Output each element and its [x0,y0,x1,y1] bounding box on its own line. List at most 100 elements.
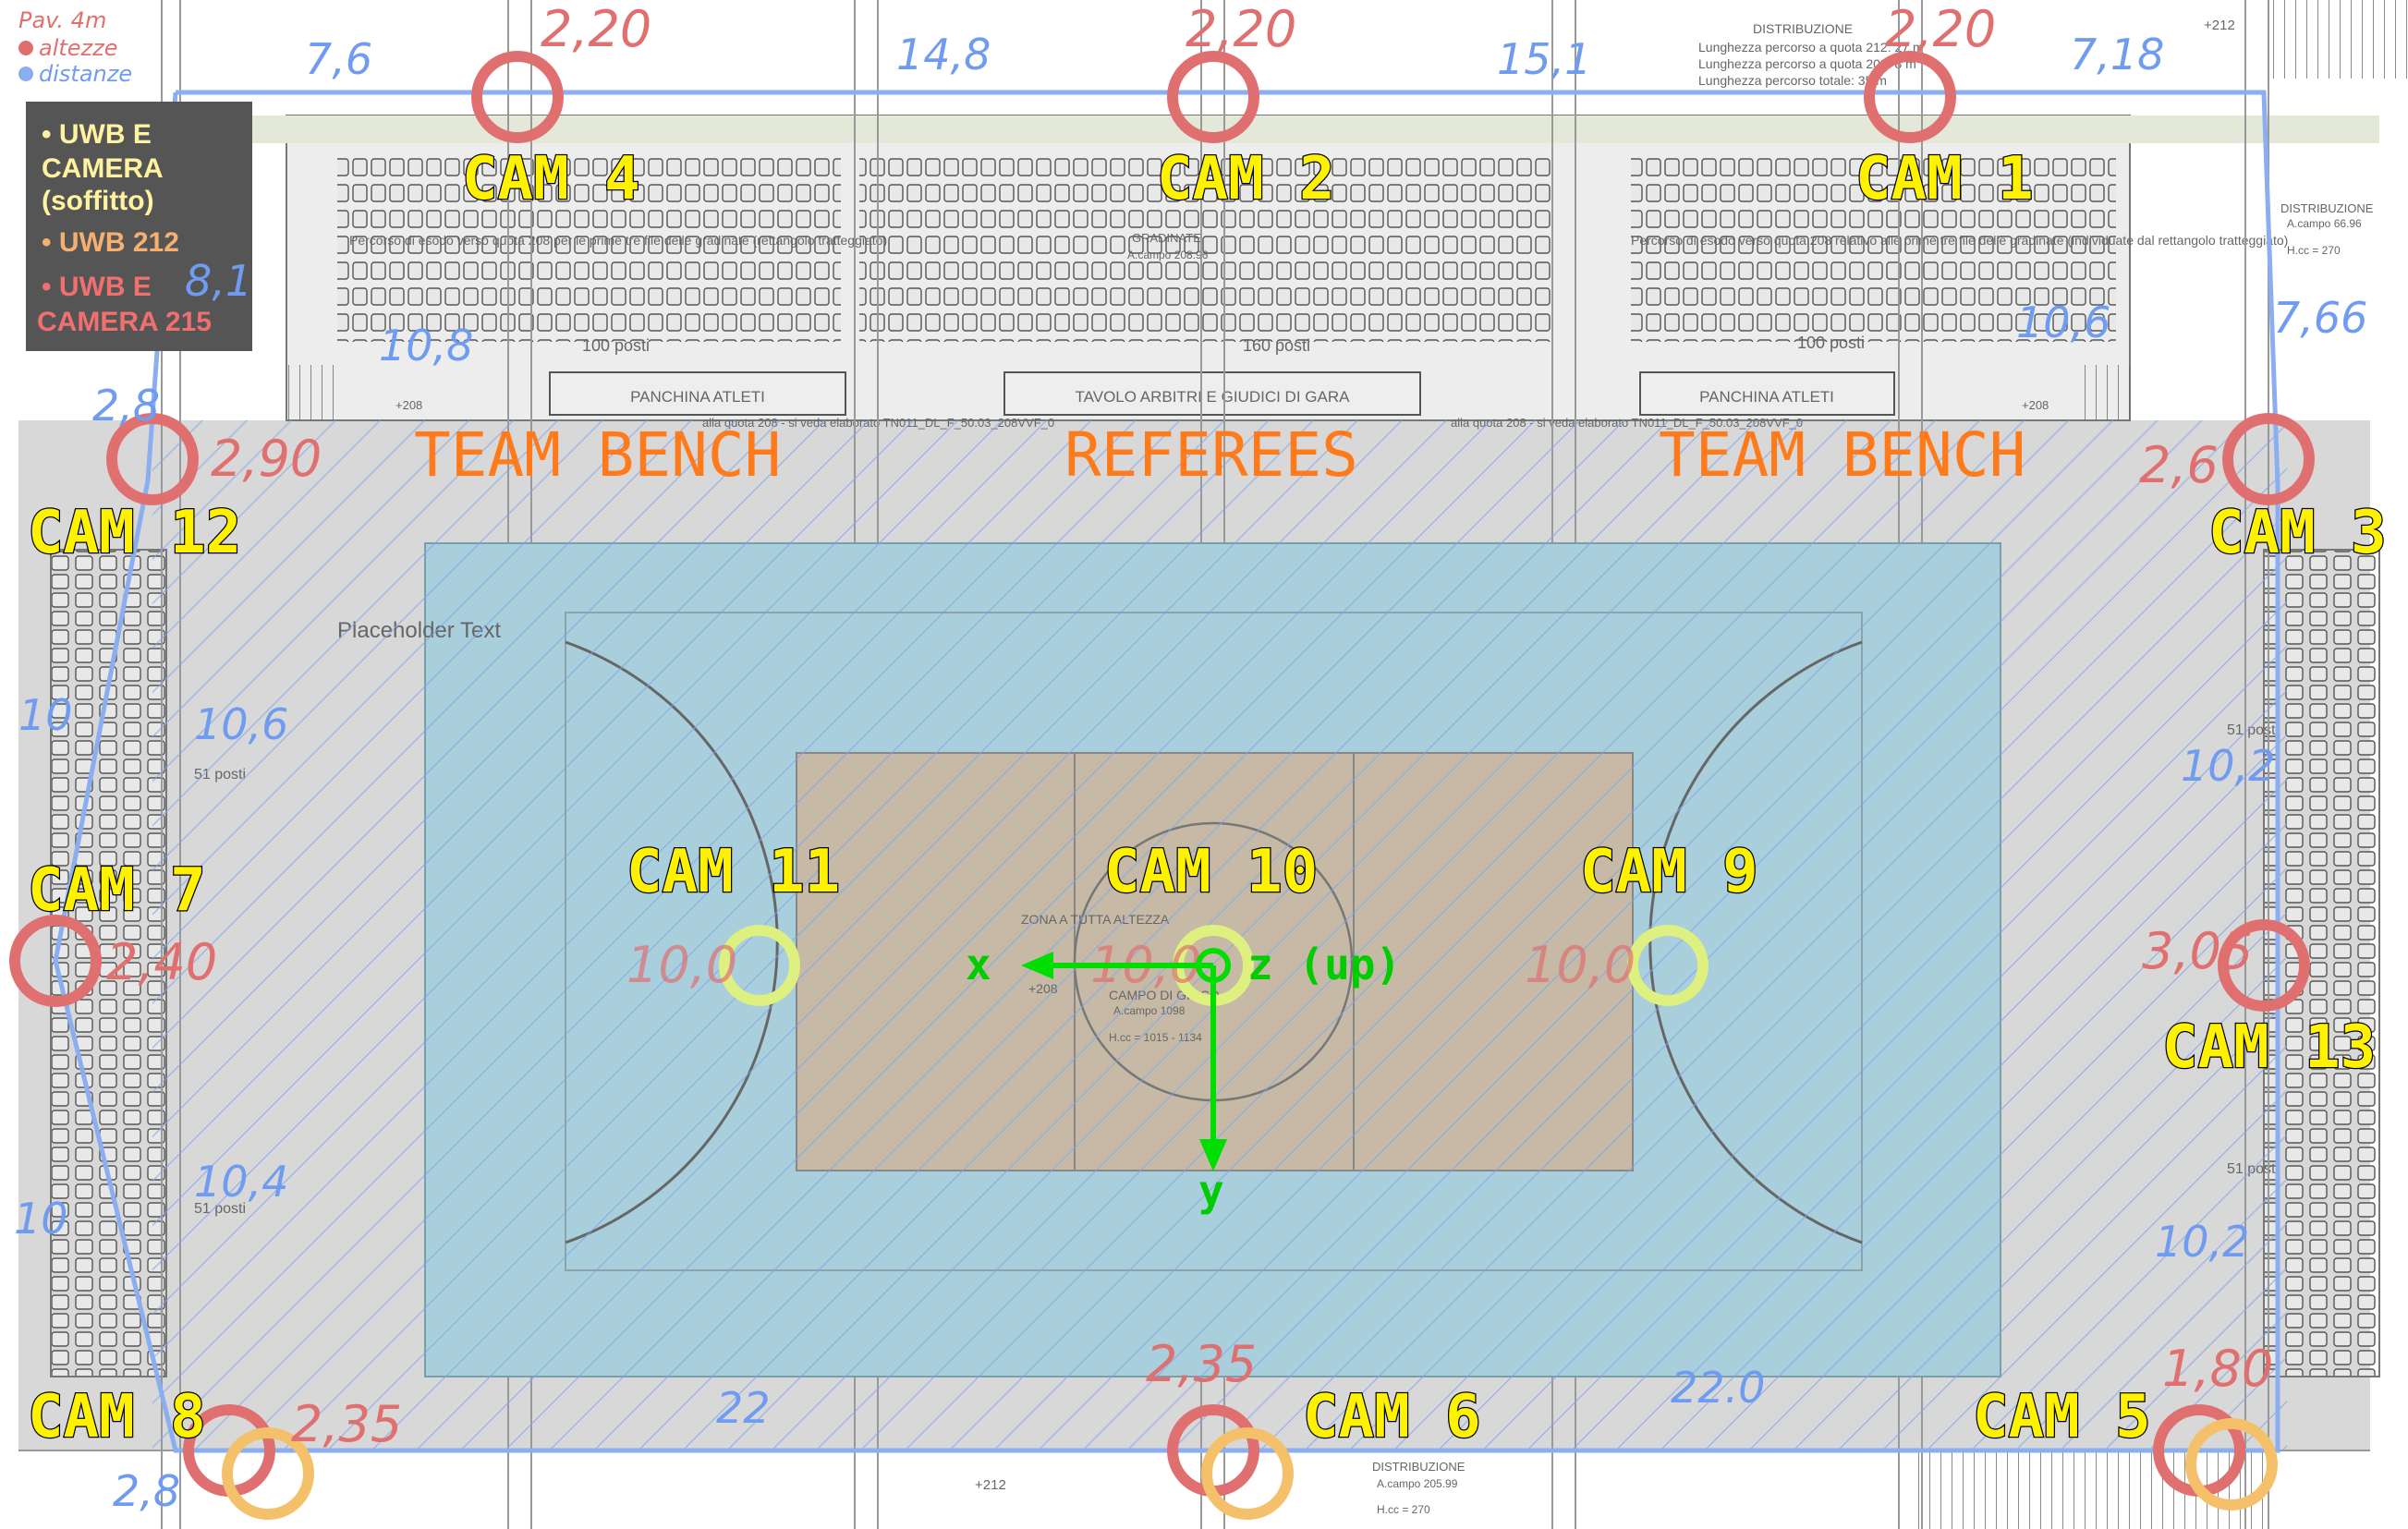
zone-team-bench-right: TEAM BENCH [1659,419,2025,491]
height-cam3: 2,6 [2139,436,2219,494]
cam5-uwb-marker [2185,1418,2278,1511]
seats-center-stand: 160 posti [1243,336,1310,355]
height-cam2: 2,20 [1186,0,1296,58]
cam6-label: CAM 6 [1303,1383,1481,1451]
distribution-bottom-height: H.cc = 270 [1377,1503,1430,1516]
cam13-marker [2218,919,2310,1012]
x-axis-label: x [966,940,991,989]
distance-top-3: 15,1 [1497,34,1591,84]
distribution-bottom: DISTRIBUZIONE [1372,1460,1465,1474]
cam3-marker [2222,413,2315,505]
distance-left-low: 10,4 [194,1157,288,1207]
cam13-label: CAM 13 [2162,1013,2376,1082]
legend: Pav. 4m altezze distanze • UWB E CAMERA … [18,7,252,351]
legend-item-3: (soffitto) [42,186,154,216]
exit-note-left: Percorso di esodo verso quota 208 per le… [349,233,887,248]
distribution-right-area: A.campo 66.96 [2287,217,2362,230]
cam8-label: CAM 8 [28,1383,206,1451]
y-axis-head [1199,1139,1227,1171]
legend-heights-dot [18,41,33,55]
legend-distances-label: distanze [39,61,132,87]
level-208-stand-left: +208 [395,398,422,412]
distance-top-1: 7,6 [305,34,372,84]
tribune-center: GRADINATE [1132,231,1201,245]
legend-header: Pav. 4m [18,7,106,33]
cam3-label: CAM 3 [2208,499,2387,567]
cam2-label: CAM 2 [1157,145,1335,213]
legend-box [26,102,252,351]
bench-left-sign: PANCHINA ATLETI [630,388,765,406]
cam11-marker [719,925,800,1006]
tribune-center-area: A.campo 208.96 [1127,249,1209,261]
distribution-right-height: H.cc = 270 [2287,244,2341,257]
seats-left-stand: 100 posti [582,336,650,355]
coordinate-axes: x y z (up) [966,940,1401,1216]
cam9-label: CAM 9 [1580,838,1758,906]
cam7-label: CAM 7 [28,856,206,925]
distribution-top: DISTRIBUZIONE [1753,21,1853,36]
seats-right-stand: 100 posti [1797,334,1865,352]
height-cam11: 10,0 [626,936,737,994]
legend-item-4: • UWB 212 [42,227,179,258]
legend-heights-label: altezze [39,35,118,61]
distance-left-upper: 8,1 [185,256,252,306]
referee-sign-box [1003,371,1421,416]
distance-top-4: 7,18 [2070,30,2164,79]
legend-distances-dot [18,67,33,81]
height-cam4: 2,20 [541,0,651,58]
level-212-top: +212 [2204,18,2235,33]
distance-bottom-mid: 22 [716,1383,771,1433]
cam1-label: CAM 1 [1855,145,2034,213]
distance-left-seats: 10,8 [379,321,473,370]
distance-left-corner: 2,8 [92,381,160,431]
cam8-uwb-marker [222,1427,314,1520]
height-cam5: 1,80 [2162,1340,2273,1398]
cam6-uwb-marker [1201,1427,1294,1520]
height-cam7: 2,40 [106,933,217,991]
distance-left-mid: 10,6 [194,699,288,749]
distance-bottom-left: 2,8 [113,1466,180,1516]
stair-top-right [2268,0,2407,79]
distance-top-2: 14,8 [896,30,991,79]
zone-referees: REFEREES [1064,419,1358,491]
height-cam8: 2,35 [291,1395,402,1453]
height-annotations: 2,20 2,20 2,20 2,90 2,6 2,40 3,05 2,35 2… [106,0,2273,1453]
stand-stair-right [2074,365,2130,420]
legend-item-2: CAMERA [42,153,164,184]
path-note-1: Lunghezza percorso a quota 212: 27 m [1698,40,1924,55]
main-stand-seats-right [1631,157,2116,342]
exit-note-right: Percorso di esodo verso quota 208 relati… [1631,233,2288,248]
distance-annotations: 7,6 14,8 15,1 7,18 8,1 10,8 2,8 10 10,6 … [14,30,2367,1516]
level-208-stand-right: +208 [2022,398,2049,412]
cam2-marker [1167,51,1259,143]
x-axis-head [1021,952,1053,979]
camera-markers [9,51,2315,1520]
cam12-marker [106,413,199,505]
cam11-label: CAM 11 [626,838,840,906]
distance-left-10a: 10 [18,690,73,740]
coverage-outline [53,90,2280,1453]
cam12-label: CAM 12 [28,499,241,567]
main-stand-seats-left [337,157,841,342]
path-note-2: Lunghezza percorso a quota 208: 8 m [1698,56,1916,71]
height-cam6: 2,35 [1146,1335,1257,1393]
distribution-right: DISTRIBUZIONE [2280,201,2374,215]
main-stand-seats-center [859,157,1552,342]
distance-right-mid: 10,2 [2181,741,2275,791]
stand-stair-left [286,365,342,420]
zone-team-bench-left: TEAM BENCH [414,419,781,491]
distance-right-upper: 7,66 [2273,293,2367,343]
legend-item-1: • UWB E [42,119,152,150]
referee-sign: TAVOLO ARBITRI E GIUDICI DI GARA [1076,388,1351,406]
cam4-label: CAM 4 [462,145,640,213]
cam4-marker [471,51,564,143]
height-cam12: 2,90 [211,430,322,488]
distance-right-low: 10,2 [2155,1217,2249,1267]
bench-right-sign: PANCHINA ATLETI [1699,388,1834,406]
height-cam9: 10,0 [1525,936,1636,994]
bench-left-sign-box [549,371,846,416]
cam10-label: CAM 10 [1104,838,1318,906]
distance-right-seats: 10,6 [2016,297,2110,347]
height-cam13: 3,05 [2142,922,2253,980]
height-cam1: 2,20 [1885,0,1996,58]
